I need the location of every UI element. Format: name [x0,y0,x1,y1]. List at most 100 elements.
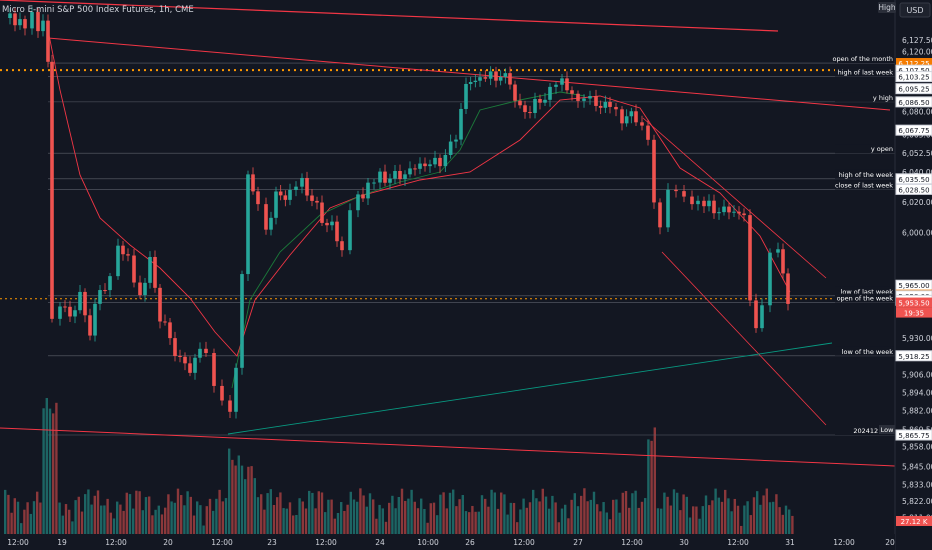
ema-fast [47,29,791,357]
volume-bar [314,508,317,534]
candle-up [300,177,304,187]
candle-up [8,13,12,18]
volume-bar [119,504,122,534]
candle-down [36,12,40,32]
volume-bar [144,497,148,534]
volume-bar [112,518,116,534]
candle-up [768,252,772,306]
volume-bar [135,490,138,534]
volume-bar [458,499,461,534]
volume-bar [672,489,676,534]
candle-up [624,116,629,124]
volume-bar [231,459,234,534]
candle-down [212,353,216,386]
price-tag-label: 6,086.50 [898,99,929,107]
candle-down [658,202,662,228]
time-tick: 12:00 [105,538,127,547]
volume-bar [394,508,397,534]
volume-bar [138,491,141,534]
volume-bar [218,489,221,534]
volume-bar [506,514,509,534]
volume-bar [359,488,362,534]
volume-bar [90,504,93,534]
volume-tag-label: 27.12 K [901,518,928,526]
candle-down [138,282,142,296]
ema-slow [231,91,586,389]
volume-bar [423,508,426,534]
candle-up [454,139,458,142]
candle-up [468,82,473,84]
volume-bar [317,491,320,534]
volume-bar [375,518,378,534]
volume-bar [106,498,109,534]
volume-bar [743,505,746,534]
currency-button[interactable] [899,2,931,18]
volume-bar [26,502,29,534]
level-label-bg [835,54,895,64]
volume-tag [896,516,932,526]
candle-up [18,19,22,26]
price-tag [895,350,932,362]
level-label-bg [835,92,895,102]
time-tick: 31 [785,538,795,547]
time-tick: 20 [163,538,173,547]
candle-up [707,200,711,207]
volume-bar [420,498,423,534]
volume-bar [128,494,132,534]
candle-down [737,211,741,214]
volume-bar [272,504,276,534]
candle-up [543,99,547,103]
volume-bar [615,499,618,534]
candle-down [398,170,402,180]
candle-down [383,171,387,183]
volume-bar [93,495,96,534]
candle-down [46,20,50,62]
candle-down [494,71,498,81]
volume-bar [365,506,368,534]
candle-down [283,195,288,200]
volume-bar [125,492,128,534]
candle-up [378,171,382,183]
volume-bar [84,494,87,534]
level-label: open of the week [837,295,894,303]
volume-bar [605,512,608,534]
candle-down [264,204,268,230]
candle-down [598,105,603,108]
candle-down [634,111,638,123]
candle-up [488,71,493,79]
currency-label: USD [906,6,923,15]
candle-up [78,291,82,311]
volume-bar [256,497,260,534]
candle-down [513,84,517,101]
candle-up [629,111,634,117]
price-tag [896,297,932,308]
volume-bar [32,501,36,534]
candle-down [153,256,157,288]
time-axis[interactable] [0,534,895,550]
volume-bar [250,466,253,534]
trend-line [661,251,827,426]
time-tick: 12:00 [621,538,643,547]
candle-down [310,195,314,201]
candle-down [204,348,208,354]
volume-bar [343,510,346,534]
volume-bar [237,455,240,534]
level-label: high of last week [838,69,894,77]
volume-bar [551,495,554,534]
price-tag-label: 6,112.25 [898,60,929,68]
volume-bar [708,505,711,534]
volume-bar [509,502,512,534]
volume-bar [42,408,45,534]
volume-bar [164,507,167,534]
volume-bar [544,496,548,534]
price-tick: 6,080.00 [902,108,932,117]
volume-bar [311,492,314,534]
volume-bar [583,488,586,534]
volume-bar [778,507,781,534]
price-tag [895,124,932,136]
price-tick: 5,822.00 [902,497,932,506]
volume-bar [759,504,762,534]
candle-up [666,189,670,228]
candle-down [315,200,319,203]
